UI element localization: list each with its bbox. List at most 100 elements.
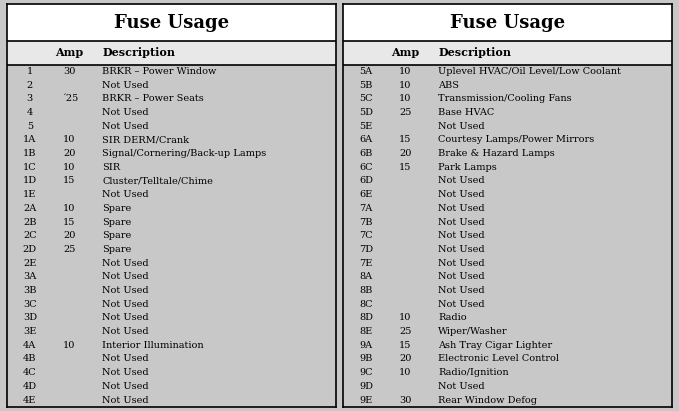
Bar <box>7 4 336 41</box>
Text: Not Used: Not Used <box>439 382 485 391</box>
Text: 1A: 1A <box>23 135 37 144</box>
Text: 2E: 2E <box>23 259 37 268</box>
Text: Not Used: Not Used <box>439 190 485 199</box>
Text: 8E: 8E <box>359 327 373 336</box>
Text: Not Used: Not Used <box>439 122 485 131</box>
Bar <box>7 41 336 65</box>
Text: Wiper/Washer: Wiper/Washer <box>439 327 508 336</box>
Text: 10: 10 <box>399 67 411 76</box>
Text: Not Used: Not Used <box>439 286 485 295</box>
Text: 10: 10 <box>63 163 75 172</box>
Text: Interior Illumination: Interior Illumination <box>103 341 204 350</box>
Text: 6B: 6B <box>359 149 373 158</box>
Text: Not Used: Not Used <box>103 286 149 295</box>
Text: 15: 15 <box>63 217 75 226</box>
Text: 15: 15 <box>399 163 411 172</box>
Text: 1D: 1D <box>23 176 37 185</box>
Text: Cluster/Telltale/Chime: Cluster/Telltale/Chime <box>103 176 213 185</box>
Text: Not Used: Not Used <box>103 108 149 117</box>
Text: Not Used: Not Used <box>439 259 485 268</box>
Text: 10: 10 <box>399 368 411 377</box>
Text: Brake & Hazard Lamps: Brake & Hazard Lamps <box>439 149 555 158</box>
Text: Spare: Spare <box>103 204 132 213</box>
Text: 6E: 6E <box>359 190 373 199</box>
Text: 15: 15 <box>399 341 411 350</box>
Text: 30: 30 <box>399 395 411 404</box>
Text: Not Used: Not Used <box>103 272 149 281</box>
Text: 15: 15 <box>63 176 75 185</box>
Text: 2D: 2D <box>23 245 37 254</box>
Text: SIR: SIR <box>103 163 120 172</box>
Text: Not Used: Not Used <box>103 368 149 377</box>
Text: 9A: 9A <box>359 341 373 350</box>
Text: Rear Window Defog: Rear Window Defog <box>439 395 537 404</box>
Text: 6D: 6D <box>359 176 373 185</box>
Text: 6C: 6C <box>359 163 373 172</box>
Text: 5E: 5E <box>359 122 373 131</box>
Text: 7B: 7B <box>359 217 373 226</box>
Text: Park Lamps: Park Lamps <box>439 163 497 172</box>
Text: 8A: 8A <box>359 272 373 281</box>
Text: Base HVAC: Base HVAC <box>439 108 494 117</box>
Text: ´25: ´25 <box>60 94 78 103</box>
Text: Not Used: Not Used <box>103 354 149 363</box>
Text: 7A: 7A <box>359 204 373 213</box>
Text: Not Used: Not Used <box>103 259 149 268</box>
Text: Not Used: Not Used <box>103 300 149 309</box>
Text: 2C: 2C <box>23 231 37 240</box>
Text: 20: 20 <box>399 149 411 158</box>
Text: 1: 1 <box>26 67 33 76</box>
Text: 20: 20 <box>63 149 75 158</box>
Text: 20: 20 <box>399 354 411 363</box>
Text: 4E: 4E <box>23 395 37 404</box>
Text: Not Used: Not Used <box>103 395 149 404</box>
Text: 3E: 3E <box>23 327 37 336</box>
Text: 5B: 5B <box>359 81 373 90</box>
Text: 2: 2 <box>26 81 33 90</box>
Text: Not Used: Not Used <box>103 81 149 90</box>
Text: 2B: 2B <box>23 217 37 226</box>
Text: 5A: 5A <box>359 67 373 76</box>
Text: 9E: 9E <box>359 395 373 404</box>
Text: 1B: 1B <box>23 149 37 158</box>
Text: Not Used: Not Used <box>103 327 149 336</box>
Text: Radio: Radio <box>439 313 467 322</box>
Text: 9C: 9C <box>359 368 373 377</box>
Text: Courtesy Lamps/Power Mirrors: Courtesy Lamps/Power Mirrors <box>439 135 595 144</box>
Text: 9B: 9B <box>359 354 373 363</box>
Text: 2A: 2A <box>23 204 37 213</box>
Text: Amp: Amp <box>391 47 420 58</box>
Text: 5: 5 <box>26 122 33 131</box>
Text: 3D: 3D <box>23 313 37 322</box>
Text: 7E: 7E <box>359 259 373 268</box>
Text: 10: 10 <box>63 341 75 350</box>
Text: 4B: 4B <box>23 354 37 363</box>
Text: Radio/Ignition: Radio/Ignition <box>439 368 509 377</box>
Text: Not Used: Not Used <box>439 272 485 281</box>
Text: 7D: 7D <box>359 245 373 254</box>
Text: 4D: 4D <box>23 382 37 391</box>
Text: Spare: Spare <box>103 245 132 254</box>
Text: 10: 10 <box>399 313 411 322</box>
Text: 4A: 4A <box>23 341 37 350</box>
Text: Not Used: Not Used <box>439 231 485 240</box>
Text: Ash Tray Cigar Lighter: Ash Tray Cigar Lighter <box>439 341 553 350</box>
Text: Amp: Amp <box>55 47 84 58</box>
Text: 4C: 4C <box>23 368 37 377</box>
Text: ABS: ABS <box>439 81 460 90</box>
Text: Fuse Usage: Fuse Usage <box>450 14 565 32</box>
Text: 5C: 5C <box>359 94 373 103</box>
Text: 1C: 1C <box>23 163 37 172</box>
Text: Fuse Usage: Fuse Usage <box>114 14 229 32</box>
Text: 8B: 8B <box>359 286 373 295</box>
Text: Not Used: Not Used <box>439 217 485 226</box>
Text: 8C: 8C <box>359 300 373 309</box>
Bar <box>343 4 672 41</box>
Text: 3C: 3C <box>23 300 37 309</box>
Text: Not Used: Not Used <box>103 190 149 199</box>
Text: Not Used: Not Used <box>439 300 485 309</box>
Text: 25: 25 <box>399 108 411 117</box>
Text: 3A: 3A <box>23 272 37 281</box>
Text: 8D: 8D <box>359 313 373 322</box>
Text: 9D: 9D <box>359 382 373 391</box>
